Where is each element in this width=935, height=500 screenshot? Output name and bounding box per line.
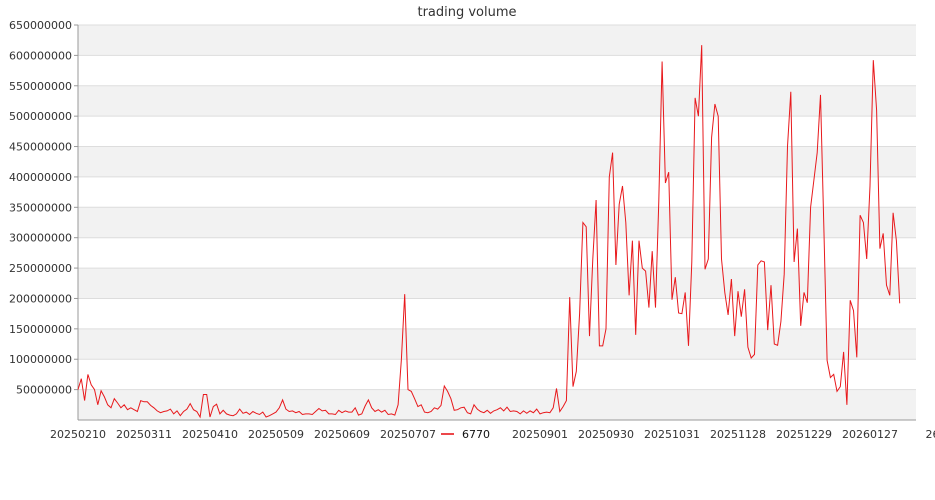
x-axis-ticks: 20250210 20250311 20250410 20250509 20250609…: [50, 428, 935, 441]
legend-label: 6770: [462, 428, 490, 441]
y-tick-label: 100000000: [9, 353, 72, 366]
y-tick-label: 50000000: [16, 384, 72, 397]
y-tick-label: 450000000: [9, 141, 72, 154]
grid-band: [78, 207, 916, 238]
x-tick-label: 20250311: [116, 428, 172, 441]
x-tick-label: 20250901: [512, 428, 568, 441]
legend: 6770: [441, 428, 490, 441]
grid-bands: [78, 25, 916, 420]
x-tick-label: 20250410: [182, 428, 238, 441]
axes: [77, 25, 916, 421]
y-tick-label: 550000000: [9, 80, 72, 93]
y-tick-label: 650000000: [9, 19, 72, 32]
x-tick-label: 20250609: [314, 428, 370, 441]
y-tick-label: 400000000: [9, 171, 72, 184]
x-tick-label: 20250210: [50, 428, 106, 441]
y-tick-label: 500000000: [9, 110, 72, 123]
x-tick-label: 20250707: [380, 428, 436, 441]
y-tick-label: 250000000: [9, 262, 72, 275]
grid-band: [78, 268, 916, 299]
x-tick-label: 20251229: [776, 428, 832, 441]
x-tick-label: 20250930: [578, 428, 634, 441]
x-tick-label: 20260127: [842, 428, 898, 441]
y-tick-label: 350000000: [9, 201, 72, 214]
grid-band: [78, 25, 916, 56]
x-tick-label: 20250509: [248, 428, 304, 441]
x-tick-label: 20251128: [710, 428, 766, 441]
y-axis-ticks: 50000000 100000000 150000000 200000000 25000…: [9, 19, 78, 397]
grid-band: [78, 146, 916, 177]
chart-title: trading volume: [417, 5, 516, 20]
y-tick-label: 300000000: [9, 232, 72, 245]
grid-lines: [78, 24, 916, 391]
series-line-6770: [77, 45, 901, 419]
y-tick-label: 150000000: [9, 323, 72, 336]
y-tick-label: 200000000: [9, 292, 72, 305]
y-tick-label: 600000000: [9, 49, 72, 62]
grid-band: [78, 389, 916, 420]
grid-band: [78, 328, 916, 360]
grid-band: [78, 85, 916, 117]
x-tick-label: 260: [926, 428, 935, 441]
x-tick-label: 20251031: [644, 428, 700, 441]
